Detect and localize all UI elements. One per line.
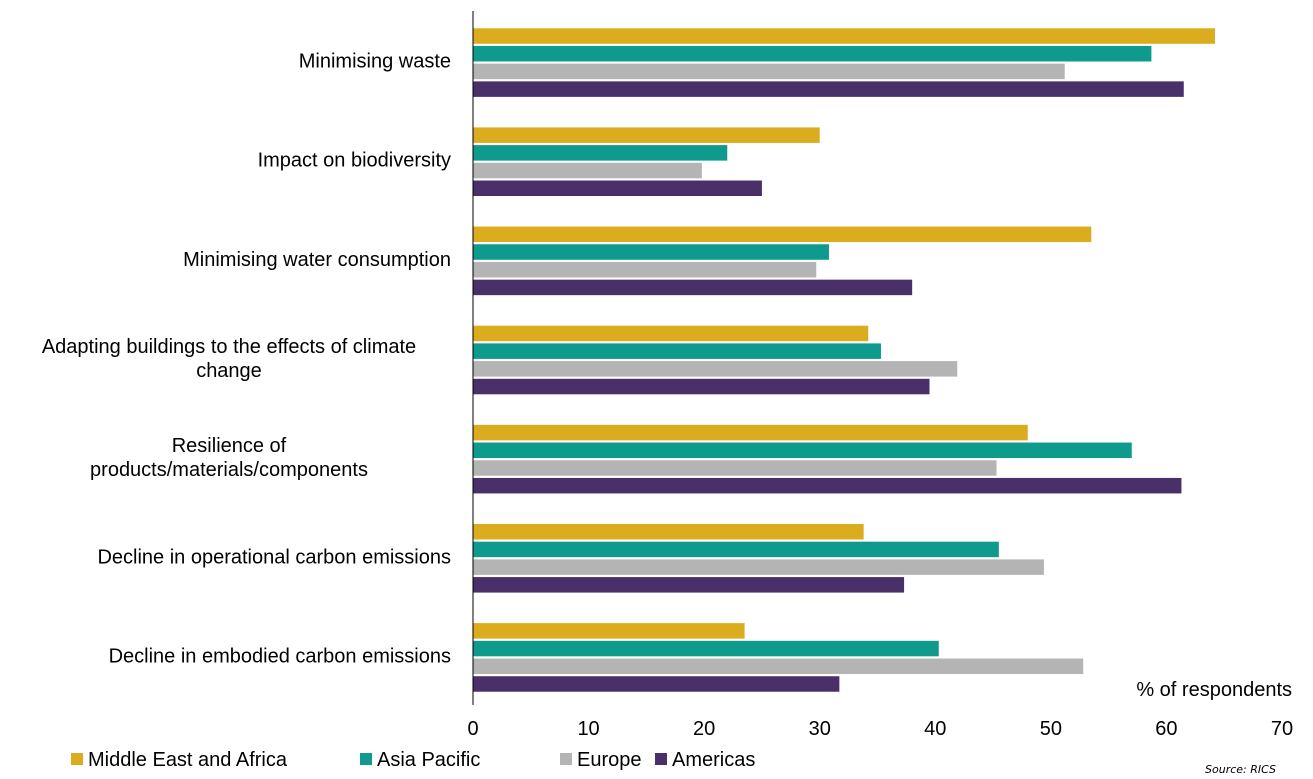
- bar-americas-1: [473, 180, 762, 197]
- category-label-1: Impact on biodiversity: [258, 150, 451, 172]
- bar-americas-0: [473, 81, 1184, 97]
- x-tick-labels: 0 10 20 30 40 50 60 70: [467, 718, 1293, 740]
- bar-americas-5: [473, 577, 905, 593]
- legend-swatch-middle-east-and-africa: [71, 753, 83, 765]
- category-label-line: products/materials/components: [90, 459, 368, 481]
- bar-asia-pacific-1: [473, 145, 728, 161]
- legend-swatch-europe: [560, 753, 572, 765]
- category-label-4: Resilience of products/materials/componen…: [90, 435, 368, 481]
- bar-americas-6: [473, 676, 840, 692]
- bar-europe-5: [473, 559, 1044, 575]
- legend-label-europe: Europe: [577, 749, 642, 771]
- bar-asia-pacific-5: [473, 541, 999, 558]
- bar-europe-6: [473, 658, 1084, 675]
- bar-americas-4: [473, 477, 1182, 494]
- bar-middle-east-and-africa-2: [473, 226, 1092, 243]
- category-label-line: Minimising waste: [299, 51, 451, 73]
- bar-europe-2: [473, 261, 817, 278]
- bar-asia-pacific-4: [473, 442, 1132, 459]
- x-tick-label: 50: [1040, 718, 1062, 740]
- bar-americas-3: [473, 378, 930, 395]
- legend-swatch-americas: [655, 753, 667, 765]
- category-label-line: change: [196, 360, 262, 382]
- x-tick-label: 70: [1271, 718, 1293, 740]
- category-label-line: Decline in embodied carbon emissions: [109, 645, 451, 667]
- x-tick-label: 30: [809, 718, 831, 740]
- category-label-line: Minimising water consumption: [183, 249, 451, 271]
- bar-europe-4: [473, 460, 997, 476]
- bars-group: [473, 28, 1215, 692]
- bar-americas-2: [473, 279, 913, 296]
- bar-asia-pacific-3: [473, 343, 881, 359]
- bar-middle-east-and-africa-3: [473, 325, 869, 342]
- category-label-5: Decline in operational carbon emissions: [97, 546, 451, 568]
- x-tick-label: 0: [467, 718, 478, 740]
- bar-middle-east-and-africa-6: [473, 623, 745, 639]
- source-label: Source: RICS: [1205, 763, 1276, 776]
- category-label-0: Minimising waste: [299, 51, 451, 73]
- legend-label-middle-east-and-africa: Middle East and Africa: [88, 749, 288, 771]
- legend-label-asia-pacific: Asia Pacific: [377, 749, 480, 771]
- bar-middle-east-and-africa-1: [473, 127, 820, 143]
- bar-middle-east-and-africa-5: [473, 523, 864, 540]
- category-label-6: Decline in embodied carbon emissions: [109, 645, 451, 667]
- legend-label-americas: Americas: [672, 749, 755, 771]
- bar-middle-east-and-africa-4: [473, 424, 1028, 441]
- legend: Middle East and Africa Asia Pacific Europe…: [71, 749, 755, 771]
- x-tick-label: 10: [577, 718, 599, 740]
- bar-middle-east-and-africa-0: [473, 28, 1215, 44]
- bar-europe-0: [473, 63, 1065, 80]
- category-label-2: Minimising water consumption: [183, 249, 451, 271]
- x-tick-label: 20: [693, 718, 715, 740]
- category-label-line: Impact on biodiversity: [258, 150, 451, 172]
- bar-asia-pacific-2: [473, 244, 829, 260]
- category-labels: Minimising waste Impact on biodiversity Mi…: [42, 51, 451, 668]
- bar-asia-pacific-0: [473, 45, 1152, 62]
- bar-asia-pacific-6: [473, 640, 939, 657]
- category-label-3: Adapting buildings to the effects of cli…: [42, 336, 416, 382]
- category-label-line: Adapting buildings to the effects of cli…: [42, 336, 416, 358]
- bar-europe-1: [473, 162, 702, 179]
- legend-swatch-asia-pacific: [360, 753, 372, 765]
- x-axis-label: % of respondents: [1136, 679, 1292, 701]
- category-label-line: Decline in operational carbon emissions: [97, 546, 451, 568]
- x-tick-label: 40: [924, 718, 946, 740]
- category-label-line: Resilience of: [172, 435, 287, 457]
- bar-europe-3: [473, 361, 958, 377]
- x-tick-label: 60: [1155, 718, 1177, 740]
